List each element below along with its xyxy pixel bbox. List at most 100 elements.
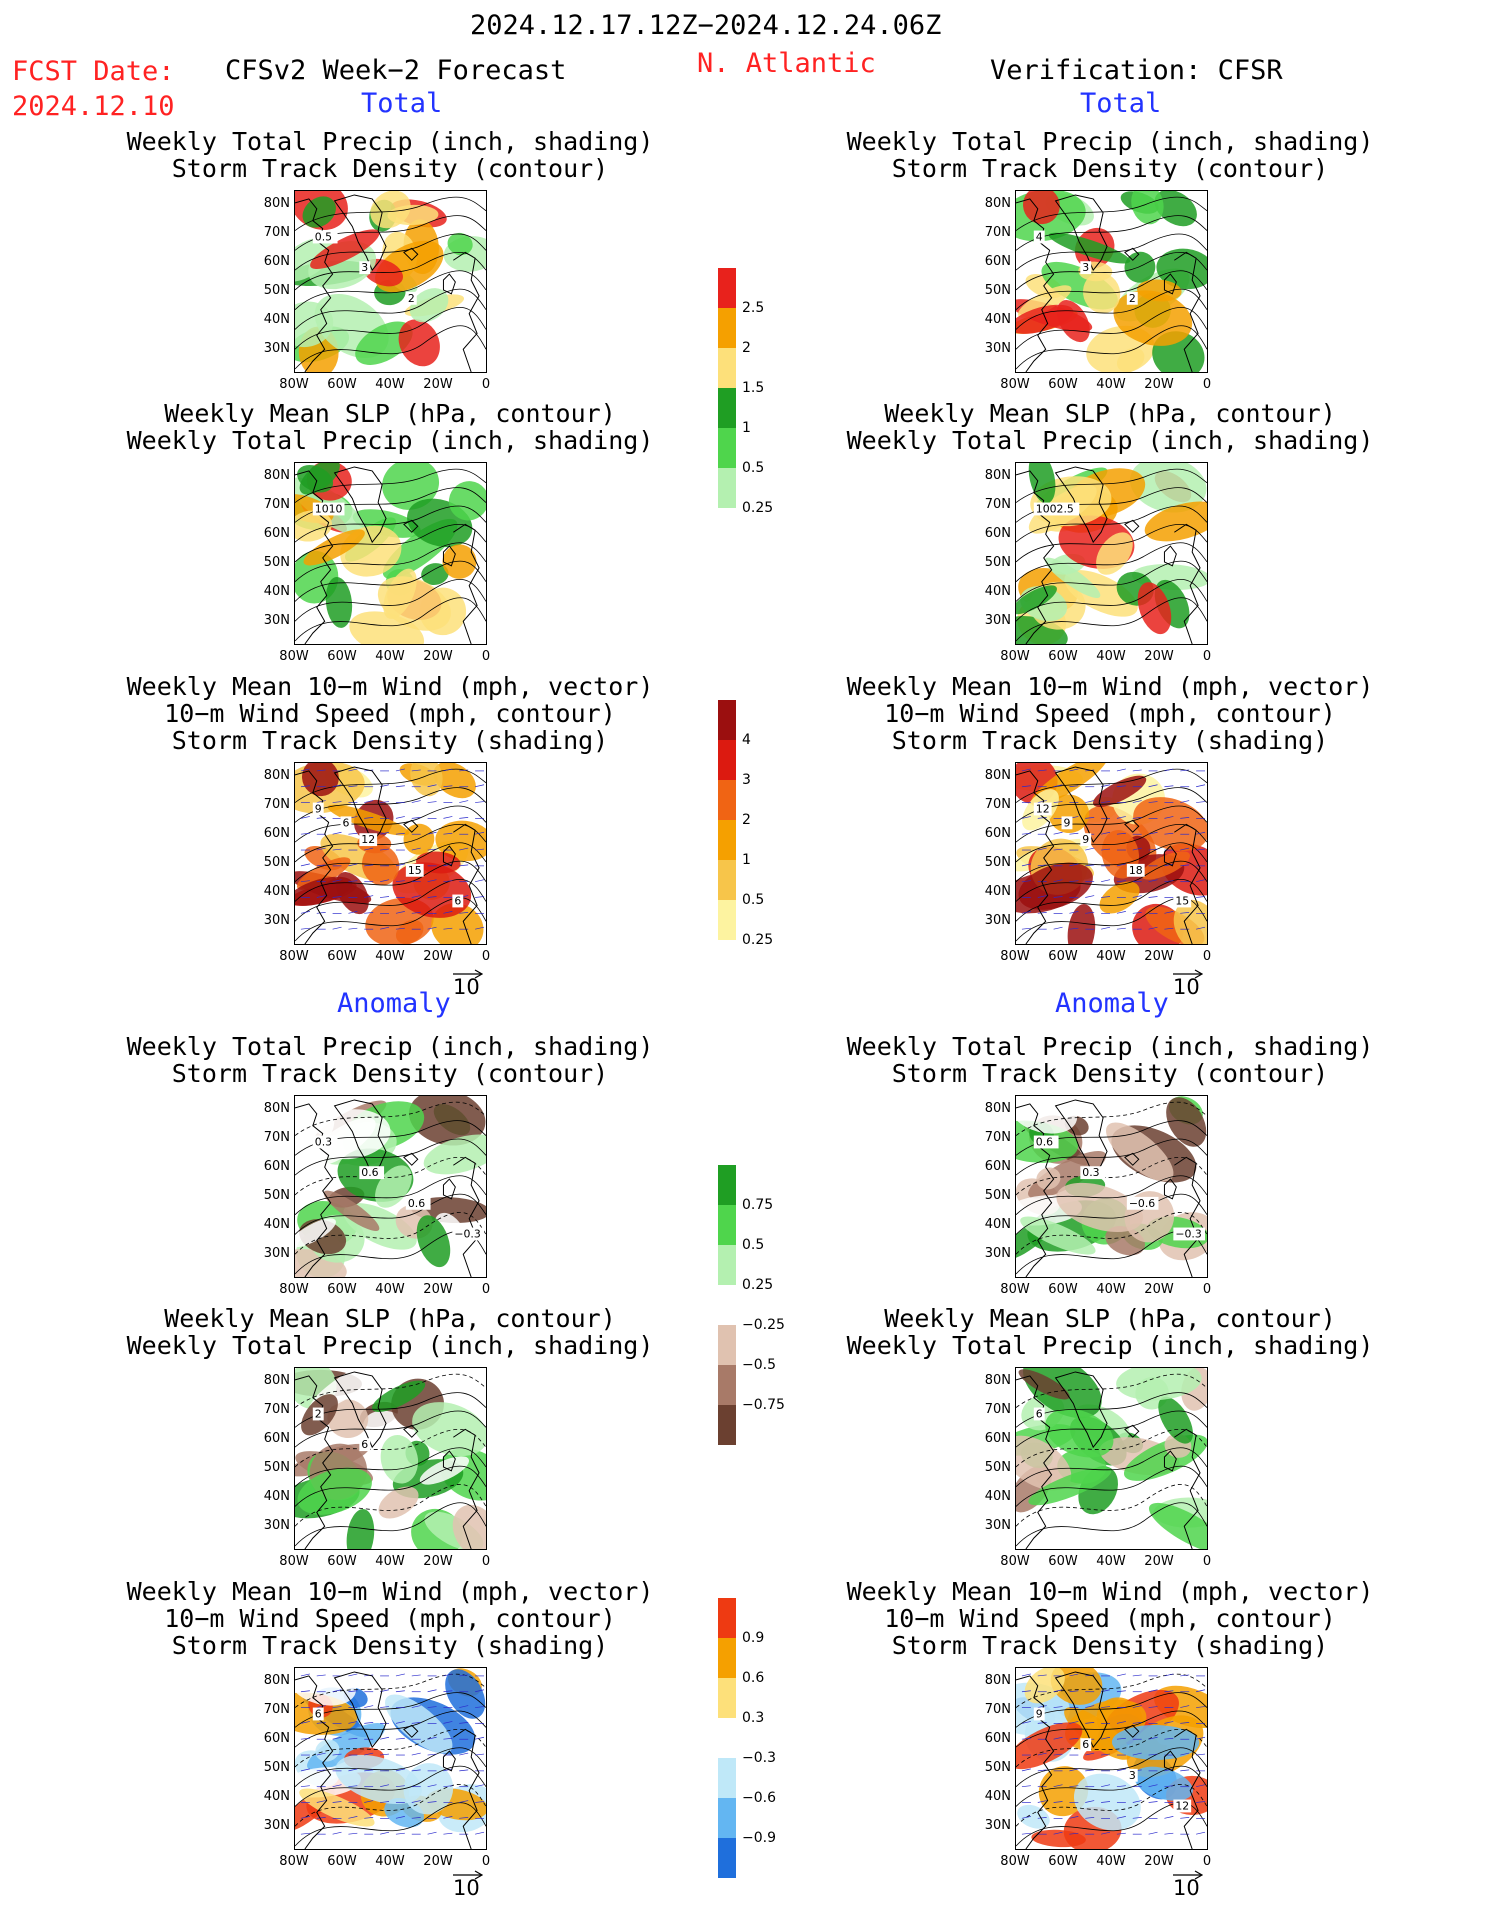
lon-tick-label: 20W	[1144, 1854, 1174, 1869]
contour-label: 12	[1036, 802, 1050, 815]
wind-vector	[332, 1706, 342, 1708]
wind-vector	[411, 912, 421, 914]
wind-vector	[332, 896, 342, 898]
wind-vector	[1116, 1816, 1126, 1819]
colorbar-segment	[718, 1758, 736, 1798]
contour-label-bg	[1080, 833, 1092, 847]
colorbar-track_total	[718, 700, 736, 940]
wind-vector	[427, 831, 437, 835]
contour-label-bg	[312, 502, 345, 516]
wind-vector	[1069, 1832, 1079, 1835]
shading-patch	[1144, 501, 1207, 542]
contour-line	[1016, 1673, 1207, 1708]
wind-vector	[395, 1785, 405, 1788]
lat-tick-label: 70N	[984, 1402, 1011, 1417]
wind-vector	[380, 1753, 390, 1756]
wind-vector	[1164, 1721, 1174, 1724]
colorbar-label: −0.3	[742, 1750, 776, 1766]
wind-vector	[1085, 800, 1095, 803]
lat-tick-label: 60N	[263, 1431, 290, 1446]
wind-vector	[475, 896, 485, 898]
wind-vector	[1037, 1674, 1047, 1677]
colorbar-segment	[718, 1798, 736, 1838]
shading-patch	[1028, 1467, 1112, 1506]
lat-tick-label: 80N	[984, 1101, 1011, 1116]
colorbar-label: 2	[742, 340, 751, 356]
contour-line	[1016, 1156, 1207, 1196]
contour-line	[295, 1156, 486, 1196]
wind-vector	[1085, 847, 1095, 851]
lat-tick-label: 60N	[984, 526, 1011, 541]
contour-line	[1016, 1465, 1207, 1507]
wind-vector	[1116, 1768, 1126, 1772]
panel-title-verif-total-wind_track: Weekly Mean 10−m Wind (mph, vector) 10−m …	[770, 673, 1450, 754]
contour-line	[1016, 196, 1207, 231]
shading-patch	[1020, 1216, 1096, 1255]
wind-vector	[411, 1722, 421, 1724]
wind-vector	[395, 768, 405, 772]
wind-vector	[300, 832, 310, 835]
contour-line	[295, 325, 486, 370]
contour-line	[1016, 1101, 1207, 1136]
lat-tick-label: 50N	[263, 855, 290, 870]
wind-vector	[316, 1817, 326, 1819]
contour-label: 15	[1175, 894, 1189, 907]
coastline	[1016, 1675, 1055, 1849]
contour-label: 9	[315, 802, 322, 815]
wind-vector	[1180, 1817, 1190, 1819]
shading-patch	[448, 481, 486, 521]
coastline	[1054, 1671, 1108, 1749]
wind-vector	[1180, 864, 1190, 867]
wind-vector	[364, 1752, 374, 1756]
shading-patch	[1148, 1502, 1207, 1549]
wind-vector	[1037, 1752, 1047, 1756]
contour-line	[1016, 597, 1207, 642]
contour-label: 6	[454, 894, 461, 907]
lat-tick-label: 80N	[263, 1101, 290, 1116]
contour-label: 18	[1129, 864, 1143, 877]
wind-vector	[475, 1753, 485, 1756]
contour-line	[295, 307, 486, 350]
colorbar-track_anom	[718, 1598, 736, 1878]
contour-line	[295, 879, 486, 922]
lat-tick-label: 30N	[984, 1518, 1011, 1533]
wind-vector	[1116, 1721, 1126, 1724]
shading-patch	[419, 1456, 470, 1485]
lon-tick-label: 40W	[375, 649, 405, 664]
shading-patch	[1045, 1408, 1114, 1458]
contour-line	[295, 768, 486, 803]
wind-vector	[443, 1832, 453, 1835]
wind-vector	[1037, 847, 1047, 851]
wind-vector	[316, 864, 326, 867]
wind-vector	[459, 1800, 469, 1803]
lat-tick-label: 30N	[263, 341, 290, 356]
lat-tick-label: 60N	[984, 1731, 1011, 1746]
contour-line	[295, 468, 486, 503]
wind-vector	[443, 832, 453, 835]
wind-vector	[1037, 912, 1047, 914]
wind-vector	[1164, 1690, 1174, 1693]
lat-tick-label: 40N	[984, 1217, 1011, 1232]
wind-vector	[1132, 817, 1142, 819]
wind-vector	[1196, 879, 1206, 883]
contour-line	[1016, 897, 1207, 942]
shading-patch	[327, 804, 410, 836]
wind-vector	[475, 1736, 485, 1740]
wind-vector	[1132, 912, 1142, 914]
wind-vector	[1101, 1736, 1111, 1740]
coastline	[295, 1103, 334, 1277]
wind-vector	[380, 1784, 390, 1788]
wind-vector	[300, 1816, 310, 1819]
wind-vector	[1021, 1673, 1031, 1677]
wind-vector	[1164, 1737, 1174, 1740]
wind-vector	[1053, 1831, 1063, 1835]
vector-scale-value: 10	[1173, 1876, 1200, 1900]
coastline	[1124, 247, 1140, 261]
colorbar-label: 4	[742, 732, 751, 748]
wind-vector	[364, 1722, 374, 1724]
wind-vector	[1196, 848, 1206, 851]
panel-title-line: Storm Track Density (shading)	[891, 1631, 1329, 1660]
wind-vector	[1069, 1768, 1079, 1772]
contour-label: 0.5	[315, 230, 332, 243]
wind-vector	[411, 1752, 421, 1756]
